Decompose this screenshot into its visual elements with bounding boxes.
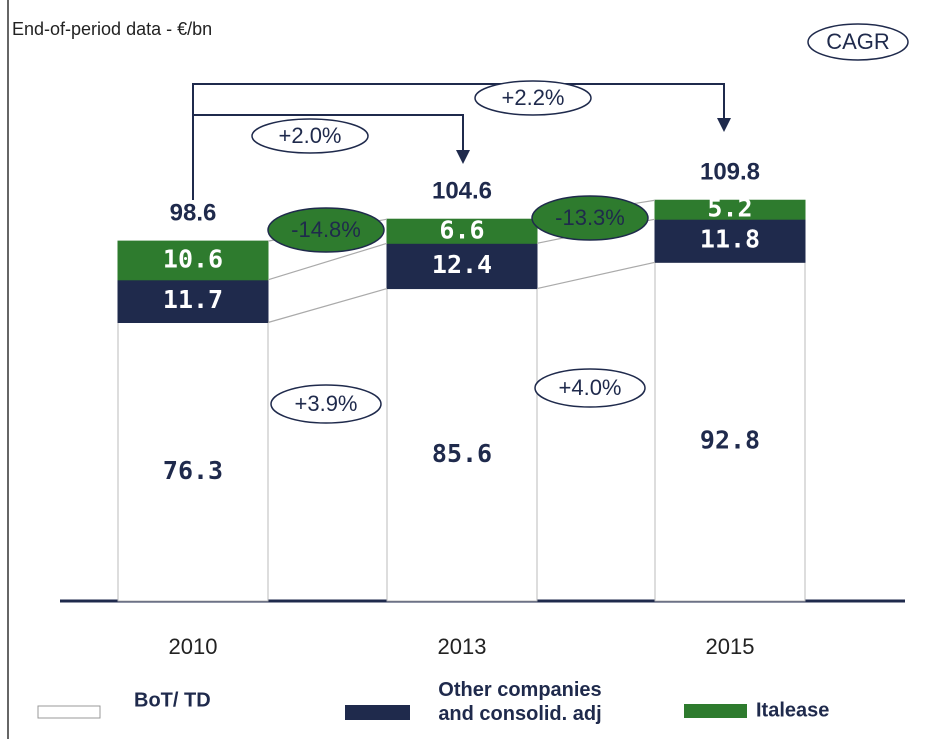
- cagr-value: +2.2%: [502, 85, 565, 110]
- cagr-ellipse-green: [531, 195, 649, 241]
- arrows: [192, 83, 725, 200]
- legend: BoT/ TD Other companies and consolid. ad…: [37, 679, 829, 725]
- segment-label: 85.6: [432, 439, 492, 468]
- legend-swatch: [37, 705, 101, 719]
- total-label: 104.6: [432, 178, 492, 205]
- bar-segment: [117, 240, 269, 281]
- x-tick-label: 2010: [169, 634, 218, 659]
- cagr-value: -14.8%: [291, 217, 361, 242]
- segment-label: 11.7: [163, 285, 223, 314]
- bar-segment: [386, 288, 538, 602]
- segment-label: 5.2: [707, 194, 752, 223]
- cagr-value: +2.0%: [279, 123, 342, 148]
- segment-label: 10.6: [163, 244, 223, 273]
- legend-label: BoT/ TD: [134, 689, 211, 711]
- cagr-ellipse: [534, 368, 646, 408]
- subtitle: End-of-period data - €/bn: [12, 19, 212, 39]
- cagr-value: -13.3%: [555, 205, 625, 230]
- x-tick-label: 2013: [438, 634, 487, 659]
- cagr-value: +3.9%: [295, 391, 358, 416]
- cagr-ellipse: [251, 118, 369, 154]
- legend-swatch: [345, 705, 410, 720]
- cagr-ellipse: [474, 80, 592, 116]
- legend-label: Other companies and consolid. adj: [438, 679, 602, 725]
- bar-segment: [654, 261, 806, 602]
- total-label: 98.6: [170, 199, 217, 226]
- bar-segment: [654, 218, 806, 263]
- bar-segment: [386, 242, 538, 290]
- cagr-value: +4.0%: [559, 375, 622, 400]
- bar-segment: [386, 218, 538, 244]
- segment-label: 76.3: [163, 456, 223, 485]
- segment-label: 12.4: [432, 250, 492, 279]
- bar-segment: [117, 279, 269, 324]
- total-label: 109.8: [700, 159, 760, 186]
- cagr-ellipse-green: [267, 207, 385, 253]
- cagr-badge: [807, 23, 909, 61]
- legend-swatch: [684, 704, 747, 718]
- connector: [267, 242, 388, 281]
- connector: [267, 287, 388, 324]
- legend-label: Italease: [756, 699, 829, 721]
- cagr-ellipse: [270, 384, 382, 424]
- segment-label: 92.8: [700, 426, 760, 455]
- bar-segment: [654, 199, 806, 220]
- x-tick-label: 2015: [706, 634, 755, 659]
- bar-segment: [117, 322, 269, 602]
- segment-label: 11.8: [700, 225, 760, 254]
- cagr-label: CAGR: [826, 29, 890, 54]
- arrow-heads: [456, 118, 731, 164]
- connector: [536, 261, 656, 290]
- legend-label-box: Other companies and consolid. adj: [438, 679, 602, 725]
- segment-label: 6.6: [439, 215, 484, 244]
